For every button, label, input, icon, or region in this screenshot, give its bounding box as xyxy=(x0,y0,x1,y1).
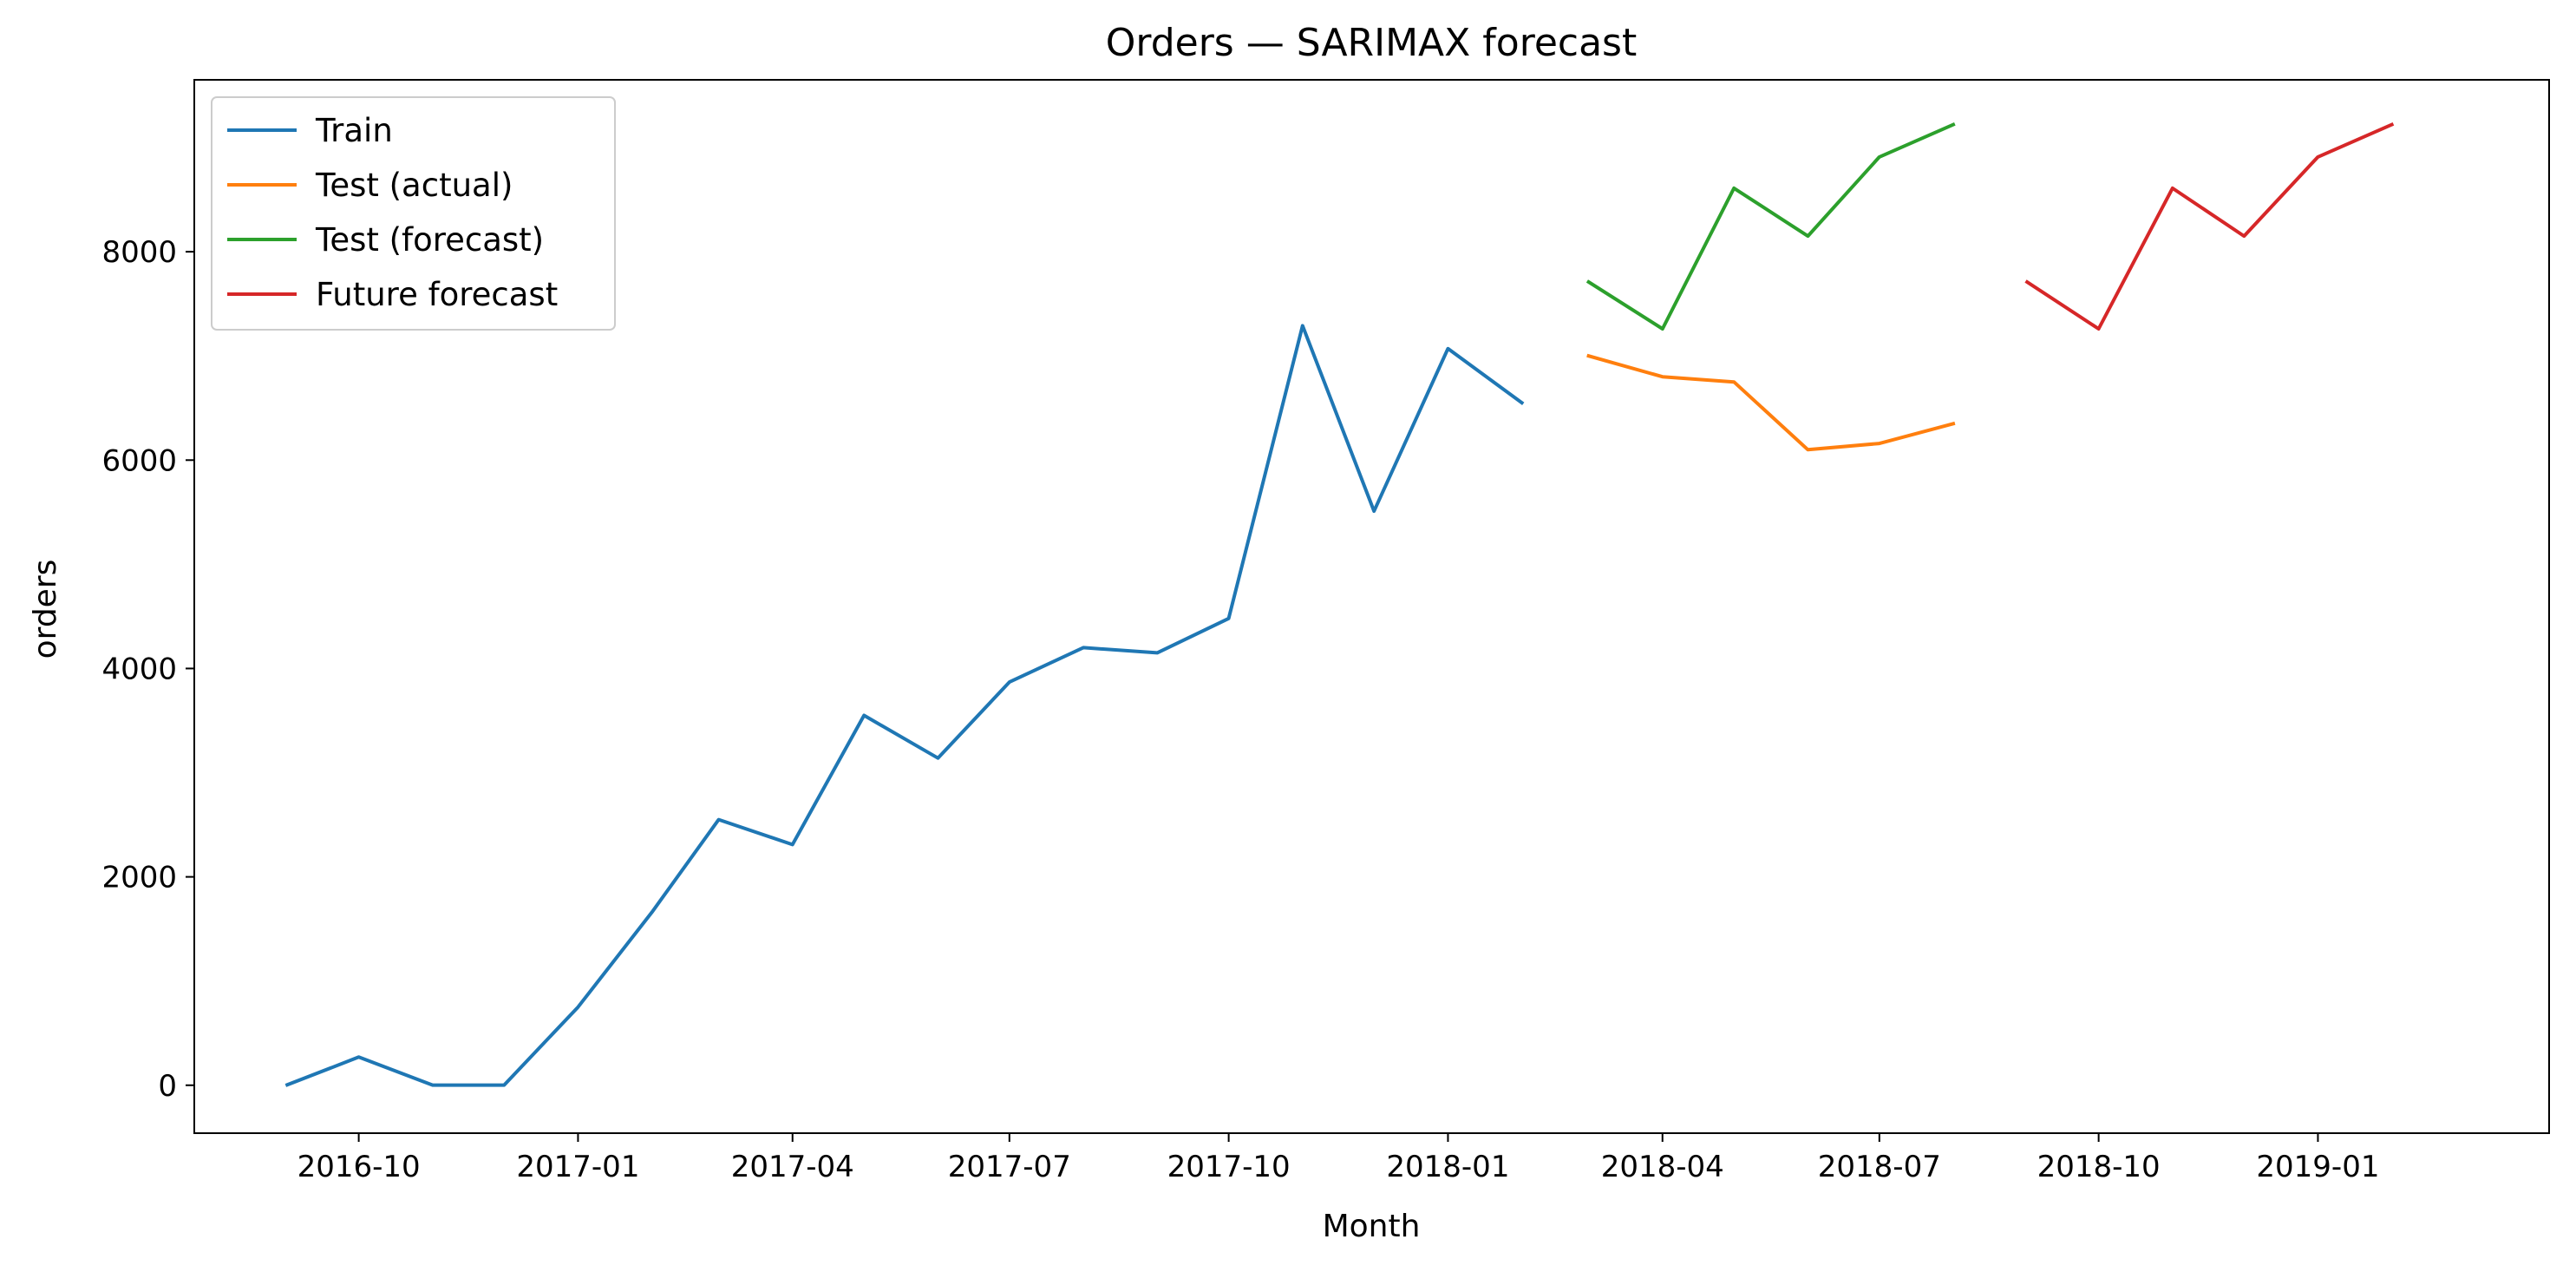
plot-area xyxy=(193,79,2550,1134)
y-tick-label: 2000 xyxy=(101,861,177,895)
series-line-4 xyxy=(2024,121,2395,331)
x-tick-label: 2017-01 xyxy=(516,1150,639,1184)
x-tick-label: 2017-04 xyxy=(731,1150,854,1184)
legend-box xyxy=(211,96,616,331)
x-tick-label: 2018-07 xyxy=(1818,1150,1941,1184)
plot-frame xyxy=(193,79,2550,1134)
legend: Train Test (actual) Test (forecast) Future … xyxy=(211,96,616,331)
chart-title: Orders — SARIMAX forecast xyxy=(1106,21,1637,65)
legend-label: Future forecast xyxy=(316,276,558,313)
x-tick-label: 2017-10 xyxy=(1167,1150,1291,1184)
x-tick-label: 2018-04 xyxy=(1601,1150,1724,1184)
x-tick-label: 2016-10 xyxy=(297,1150,421,1184)
y-axis-ticks: 0 2000 4000 6000 8000 xyxy=(101,235,194,1104)
series-line-1 xyxy=(284,324,1525,1087)
x-axis-title: Month xyxy=(1323,1209,1421,1244)
series-line-3 xyxy=(1585,121,1956,331)
y-tick-label: 0 xyxy=(158,1069,177,1104)
y-axis-title: orders xyxy=(28,560,63,659)
x-tick-label: 2018-01 xyxy=(1386,1150,1509,1184)
x-tick-label: 2019-01 xyxy=(2256,1150,2379,1184)
y-tick-label: 8000 xyxy=(101,235,177,270)
series-line-2 xyxy=(1586,353,1956,452)
x-tick-label: 2018-10 xyxy=(2037,1150,2161,1184)
legend-label: Test (forecast) xyxy=(315,221,544,259)
y-tick-label: 6000 xyxy=(101,443,177,478)
y-tick-label: 4000 xyxy=(101,652,177,686)
x-tick-label: 2017-07 xyxy=(948,1150,1071,1184)
legend-label: Test (actual) xyxy=(315,167,513,204)
x-axis-ticks: 2016-10 2017-01 2017-04 2017-07 2017-10 2018-… xyxy=(297,1133,2379,1184)
legend-label: Train xyxy=(315,112,393,149)
